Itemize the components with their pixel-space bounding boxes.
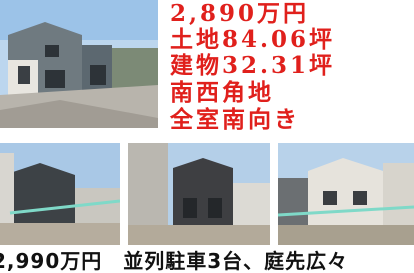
headline-line: 2,890万円 xyxy=(170,1,309,27)
caption: 2,990万円 並列駐車3台、庭先広々 xyxy=(0,248,348,273)
headline-line: 土地84.06坪 xyxy=(170,27,335,53)
photo xyxy=(128,143,270,245)
listing-image: 2,890万円 土地84.06坪 建物32.31坪 南西角地 全室南向き 2,9… xyxy=(0,0,414,273)
photo xyxy=(278,143,414,245)
headline-line: 全室南向き xyxy=(170,107,300,133)
photo xyxy=(0,143,120,245)
main-photo xyxy=(0,0,158,128)
headline-line: 建物32.31坪 xyxy=(170,53,335,79)
headline-line: 南西角地 xyxy=(170,80,274,106)
